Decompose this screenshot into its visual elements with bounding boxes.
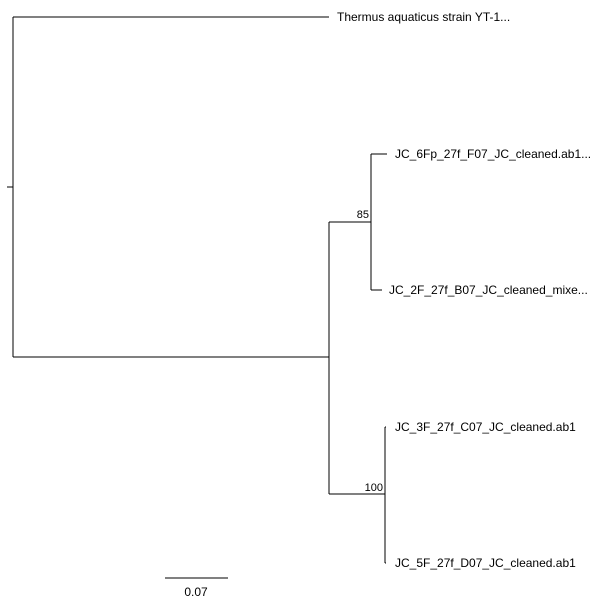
tip-label-thermus: Thermus aquaticus strain YT-1... <box>337 10 510 24</box>
tip-label-5f: JC_5F_27f_D07_JC_cleaned.ab1 <box>395 556 576 570</box>
tip-label-6fp: JC_6Fp_27f_F07_JC_cleaned.ab1... <box>395 147 591 161</box>
tip-label-3f: JC_3F_27f_C07_JC_cleaned.ab1 <box>395 420 576 434</box>
support-value-85: 85 <box>357 209 369 221</box>
support-value-100: 100 <box>365 482 383 494</box>
scale-bar-label: 0.07 <box>184 585 208 599</box>
tip-label-2f: JC_2F_27f_B07_JC_cleaned_mixe... <box>389 283 588 297</box>
